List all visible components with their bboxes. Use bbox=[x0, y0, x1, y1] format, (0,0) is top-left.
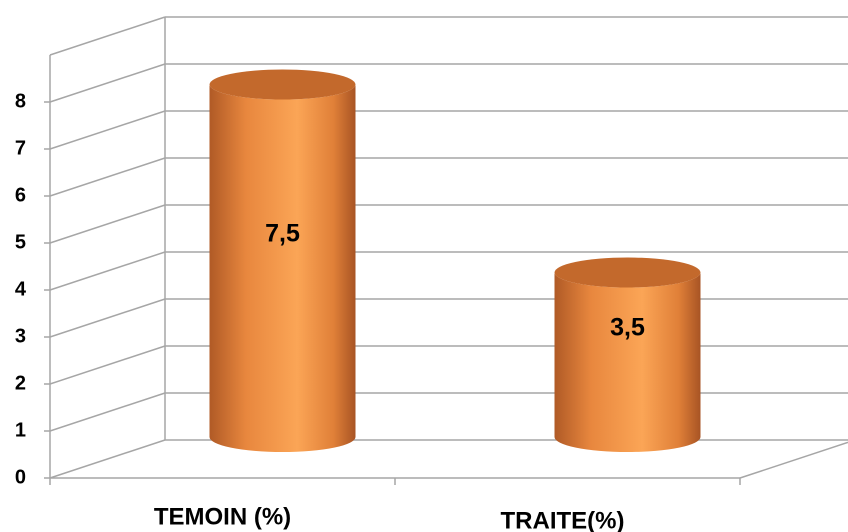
grid-line bbox=[49, 251, 166, 291]
value-label: 7,5 bbox=[265, 219, 300, 247]
value-label: 3,5 bbox=[610, 313, 645, 341]
grid-line bbox=[49, 392, 166, 432]
x-tick-label: TRAITE(%) bbox=[501, 507, 625, 532]
y-tick-label: 6 bbox=[15, 184, 26, 206]
cylinder-top bbox=[554, 257, 701, 288]
grid-line bbox=[49, 204, 166, 244]
y-tick-label: 4 bbox=[15, 278, 27, 300]
y-tick-label: 0 bbox=[15, 466, 26, 488]
y-tick-label: 2 bbox=[15, 372, 26, 394]
cylinder-top bbox=[209, 69, 356, 100]
y-tick-label: 8 bbox=[15, 90, 26, 112]
y-tick-label: 1 bbox=[15, 419, 26, 441]
cylinder bbox=[209, 84, 356, 453]
y-tick-label: 7 bbox=[15, 137, 26, 159]
grid-line bbox=[49, 345, 166, 385]
grid-line bbox=[49, 110, 166, 150]
floor-right bbox=[739, 441, 848, 479]
y-tick-label: 5 bbox=[15, 231, 26, 253]
grid-line bbox=[49, 157, 166, 197]
x-tick-label: TEMOIN (%) bbox=[154, 503, 291, 530]
grid-line bbox=[49, 298, 166, 338]
grid-line bbox=[49, 63, 166, 103]
wall-edge bbox=[49, 16, 166, 56]
grid-line bbox=[49, 439, 166, 479]
y-tick-label: 3 bbox=[15, 325, 26, 347]
cylinder bbox=[554, 272, 701, 452]
